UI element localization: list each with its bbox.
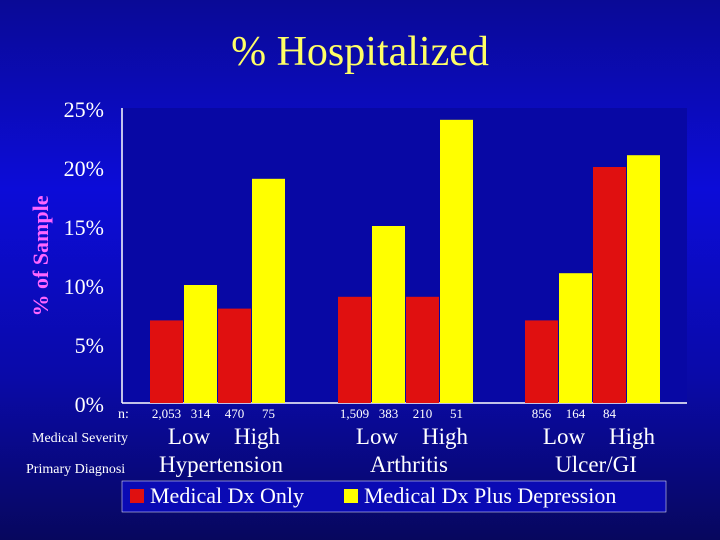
severity-label: Low: [543, 424, 586, 449]
legend-label: Medical Dx Only: [150, 483, 304, 508]
severity-row-label: Medical Severity: [32, 431, 128, 446]
severity-label: High: [234, 424, 281, 449]
n-label: 210: [413, 406, 433, 421]
n-label: 164: [566, 406, 586, 421]
bar: [184, 285, 217, 403]
x-category-labels: Low High Low High Low High Hypertension Arthrit…: [159, 424, 655, 477]
bar: [372, 226, 405, 403]
y-axis-title: % of Sample: [28, 195, 53, 316]
y-tick-label: 10%: [64, 274, 104, 299]
bar: [627, 155, 660, 403]
slide-title: % Hospitalized: [231, 29, 489, 75]
legend-swatch: [344, 489, 358, 503]
bar: [525, 320, 558, 403]
n-label: 314: [191, 406, 211, 421]
n-label: 2,053: [152, 406, 181, 421]
bar: [338, 296, 371, 403]
legend: Medical Dx Only Medical Dx Plus Depressio…: [121, 480, 667, 513]
n-label: 383: [379, 406, 399, 421]
diagnosis-label: Ulcer/GI: [555, 452, 637, 477]
diagnosis-label: Arthritis: [370, 452, 448, 477]
y-tick-label: 0%: [75, 392, 104, 417]
n-label: 1,509: [340, 406, 369, 421]
diagnosis-row-label: Primary Diagnosi: [26, 462, 125, 477]
n-label: 856: [532, 406, 552, 421]
bar: [150, 320, 183, 403]
bar: [593, 167, 626, 403]
legend-items: Medical Dx Only Medical Dx Plus Depressio…: [130, 483, 616, 508]
y-tick-label: 25%: [64, 97, 104, 122]
n-labels: 2,053 314 470 75 1,509 383 210 51 856 164 84: [152, 406, 617, 421]
n-row-label: n:: [118, 407, 129, 422]
legend-swatch: [130, 489, 144, 503]
legend-box: [121, 480, 667, 513]
y-tick-label: 5%: [75, 333, 104, 358]
bar: [440, 119, 473, 404]
bars: [150, 119, 660, 404]
diagnosis-label: Hypertension: [159, 452, 283, 477]
bar: [218, 308, 251, 403]
severity-label: High: [422, 424, 469, 449]
bar: [559, 273, 592, 403]
n-label: 84: [603, 406, 617, 421]
n-label: 75: [262, 406, 275, 421]
severity-label: Low: [356, 424, 399, 449]
severity-label: Low: [168, 424, 211, 449]
n-label: 51: [450, 406, 463, 421]
bar: [252, 178, 285, 403]
bar: [406, 296, 439, 403]
legend-label: Medical Dx Plus Depression: [364, 483, 616, 508]
severity-label: High: [609, 424, 656, 449]
y-tick-label: 15%: [64, 215, 104, 240]
n-label: 470: [225, 406, 245, 421]
y-tick-label: 20%: [64, 156, 104, 181]
y-tick-labels: 0% 5% 10% 15% 20% 25%: [64, 97, 104, 417]
